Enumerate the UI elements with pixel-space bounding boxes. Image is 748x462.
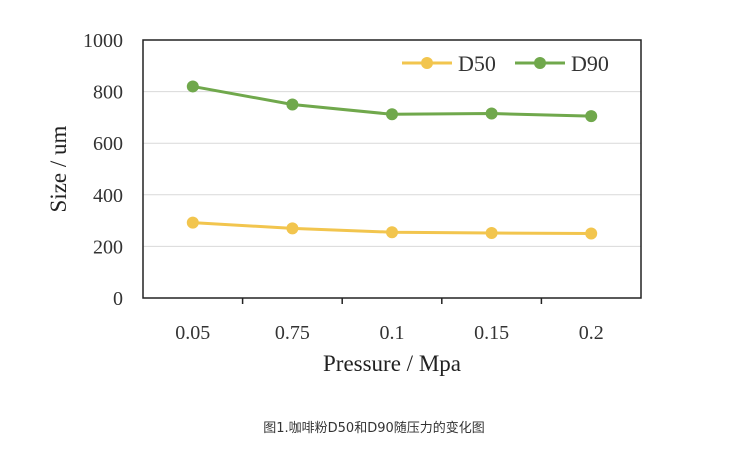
y-tick-label: 400	[93, 185, 123, 207]
data-point-d90	[386, 108, 398, 121]
y-axis-title: Size / um	[46, 125, 71, 212]
data-point-d50	[585, 227, 598, 240]
data-point-d50	[286, 222, 299, 235]
x-axis-title: Pressure / Mpa	[323, 351, 461, 376]
data-point-d50	[186, 216, 199, 229]
axis-ticks: 0 200 400 600 800 1000 0.05 0.75 0.1 0.15 0.2	[83, 30, 604, 344]
x-tick-label: 0.75	[275, 322, 310, 344]
figure-caption: 图1.咖啡粉D50和D90随压力的变化图	[263, 421, 485, 436]
data-point-d50	[386, 226, 398, 239]
plot-area-frame	[142, 39, 642, 299]
y-tick-label: 1000	[83, 30, 123, 52]
legend-label-d50: D50	[458, 51, 496, 76]
y-tick-label: 600	[93, 133, 123, 155]
y-tick-label: 0	[113, 288, 123, 310]
series-layer	[186, 80, 598, 240]
data-point-d90	[186, 80, 199, 93]
y-tick-label: 200	[93, 236, 123, 258]
data-point-d90	[485, 107, 498, 120]
data-point-d90	[286, 98, 299, 111]
legend: D50 D90	[402, 51, 609, 76]
legend-label-d90: D90	[571, 51, 609, 76]
legend-marker-d90	[534, 57, 546, 69]
legend-marker-d50	[421, 57, 433, 69]
y-tick-label: 800	[93, 82, 123, 104]
x-tick-label: 0.05	[175, 322, 210, 344]
x-tick-label: 0.15	[474, 322, 509, 344]
x-tick-label: 0.2	[579, 322, 604, 344]
data-point-d90	[585, 110, 598, 123]
data-point-d50	[485, 226, 498, 239]
x-tick-label: 0.1	[380, 322, 405, 344]
